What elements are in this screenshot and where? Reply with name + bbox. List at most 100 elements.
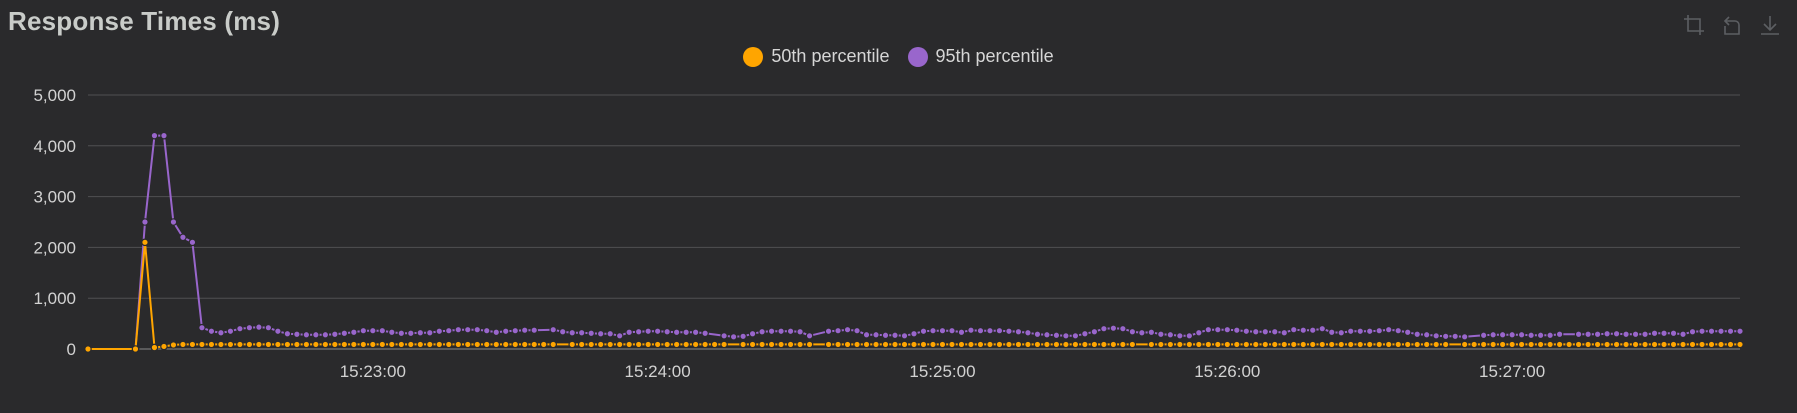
data-point-p50: [331, 340, 339, 349]
data-point-p50: [207, 340, 216, 349]
data-point-p50: [312, 340, 320, 349]
data-point-p95: [255, 323, 263, 331]
data-point-p50: [1584, 340, 1592, 349]
data-point-p95: [1214, 325, 1222, 334]
data-point-p50: [1033, 340, 1042, 349]
data-point-p50: [378, 340, 387, 349]
data-point-p95: [283, 329, 292, 338]
data-point-p95: [720, 331, 728, 340]
data-point-p95: [1166, 330, 1175, 339]
data-point-p50: [1043, 340, 1051, 349]
data-point-p95: [435, 327, 444, 336]
data-point-p50: [1081, 340, 1089, 349]
data-point-p50: [226, 340, 235, 349]
reset-icon[interactable]: [1719, 12, 1745, 38]
data-point-p50: [1555, 340, 1564, 349]
data-point-p95: [1384, 325, 1393, 334]
download-icon[interactable]: [1757, 12, 1783, 38]
data-point-p95: [1005, 327, 1013, 336]
data-point-p95: [1270, 327, 1279, 336]
data-point-p95: [1612, 329, 1621, 338]
data-point-p95: [957, 328, 966, 337]
data-point-p50: [1565, 340, 1573, 349]
data-point-p50: [1612, 340, 1621, 349]
data-point-p95: [1251, 327, 1260, 336]
data-point-p95: [577, 328, 586, 337]
data-point-p50: [653, 340, 662, 349]
data-point-p95: [1546, 331, 1554, 340]
data-point-p95: [1375, 326, 1384, 335]
data-point-p95: [1356, 327, 1365, 336]
data-point-p95: [293, 330, 301, 339]
data-point-p95: [1176, 331, 1184, 340]
data-point-p50: [929, 340, 937, 349]
data-point-p95: [1024, 328, 1032, 337]
data-point-p95: [179, 233, 187, 242]
data-point-p95: [691, 328, 700, 337]
data-point-p50: [1308, 340, 1317, 349]
data-point-p95: [378, 326, 387, 335]
data-point-p95: [1014, 327, 1023, 336]
data-point-p50: [672, 340, 681, 349]
data-point-p50: [1593, 340, 1602, 349]
data-point-p50: [853, 340, 861, 349]
data-point-p95: [1641, 330, 1649, 339]
data-point-p95: [1090, 327, 1099, 336]
x-tick-label: 15:26:00: [1194, 362, 1260, 381]
data-point-p95: [824, 327, 833, 336]
data-point-p95: [1157, 330, 1165, 339]
data-point-p50: [1214, 340, 1222, 349]
data-point-p95: [321, 330, 330, 339]
data-point-p95: [141, 218, 149, 226]
data-point-p50: [1498, 340, 1507, 349]
data-point-p50: [1508, 340, 1516, 349]
data-point-p95: [331, 330, 339, 339]
data-point-p95: [226, 327, 235, 336]
data-point-p50: [1242, 340, 1251, 349]
data-point-p50: [274, 340, 282, 349]
data-point-p95: [1195, 328, 1203, 337]
data-point-p95: [492, 328, 501, 337]
data-point-p50: [948, 340, 956, 349]
data-point-p50: [416, 340, 425, 349]
y-tick-label: 0: [67, 340, 76, 359]
data-point-p50: [1223, 340, 1232, 349]
data-point-p50: [1441, 340, 1450, 349]
data-point-p50: [1280, 340, 1289, 349]
data-point-p50: [1688, 340, 1697, 349]
data-point-p95: [236, 324, 244, 333]
data-point-p50: [1052, 340, 1061, 349]
data-point-p50: [1527, 340, 1535, 349]
data-point-p95: [1479, 331, 1488, 340]
data-point-p95: [1517, 330, 1526, 339]
data-point-p95: [188, 238, 197, 247]
data-point-p95: [1204, 325, 1213, 334]
data-point-p50: [1119, 340, 1127, 349]
legend-label-p50: 50th percentile: [771, 46, 890, 66]
data-point-p50: [786, 340, 795, 349]
data-point-p95: [606, 329, 614, 338]
data-point-p95: [302, 330, 311, 339]
data-point-p50: [539, 340, 548, 349]
legend-item-p95[interactable]: 95th percentile: [907, 46, 1054, 67]
data-point-p95: [1603, 329, 1611, 338]
data-point-p95: [1736, 327, 1744, 336]
data-point-p50: [1185, 340, 1194, 349]
data-point-p50: [805, 340, 814, 349]
data-point-p50: [1384, 340, 1393, 349]
data-point-p95: [1593, 330, 1602, 339]
data-point-p95: [1441, 332, 1450, 341]
data-point-p95: [1650, 329, 1659, 338]
data-point-p95: [1052, 331, 1061, 340]
data-point-p95: [1299, 326, 1308, 335]
data-point-p50: [995, 340, 1004, 349]
data-point-p95: [862, 330, 871, 339]
legend-marker-p95: [907, 46, 928, 67]
data-point-p50: [1071, 340, 1080, 349]
crop-icon[interactable]: [1681, 12, 1707, 38]
data-point-p50: [407, 340, 415, 349]
legend-item-p50[interactable]: 50th percentile: [743, 46, 890, 67]
data-point-p95: [881, 331, 890, 340]
data-point-p50: [359, 340, 368, 349]
data-point-p95: [1233, 326, 1241, 335]
